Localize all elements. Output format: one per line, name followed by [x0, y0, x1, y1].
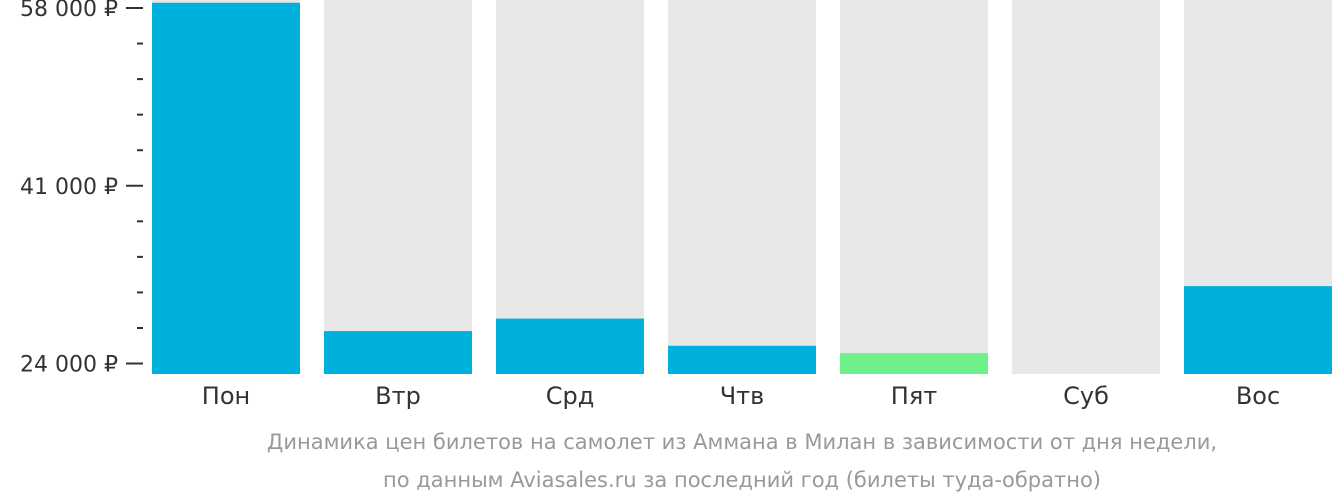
x-tick-label-7: Вос: [1236, 382, 1280, 410]
bar-7[interactable]: [1184, 286, 1332, 374]
x-tick-label-6: Суб: [1063, 382, 1109, 410]
bar-2[interactable]: [324, 331, 472, 374]
chart-caption-line-1: Динамика цен билетов на самолет из Амман…: [266, 430, 1218, 454]
column-background-5: [840, 0, 988, 374]
column-background-2: [324, 0, 472, 374]
column-background-6: [1012, 0, 1160, 374]
chart-caption-line-2: по данным Aviasales.ru за последний год …: [383, 468, 1101, 492]
bar-3[interactable]: [496, 318, 644, 374]
y-tick-label-1: 58 000 ₽: [20, 0, 118, 22]
y-tick-label-2: 41 000 ₽: [20, 175, 118, 200]
bar-5[interactable]: [840, 353, 988, 374]
x-tick-label-3: Срд: [546, 382, 595, 410]
x-tick-label-2: Втр: [375, 382, 421, 410]
x-axis: Пон Втр Срд Чтв Пят Суб Вос: [202, 382, 1280, 410]
background-columns: [152, 0, 1332, 374]
bar-chart-svg: 58 000 ₽ 41 000 ₽ 24 000 ₽ Пон Втр Срд Чтв Пят…: [20, 0, 1332, 410]
bars: [152, 2, 1332, 375]
x-tick-label-5: Пят: [891, 382, 937, 410]
column-background-3: [496, 0, 644, 374]
bar-1[interactable]: [152, 2, 300, 375]
y-axis: 58 000 ₽ 41 000 ₽ 24 000 ₽: [20, 0, 143, 378]
y-tick-label-3: 24 000 ₽: [20, 353, 118, 378]
bar-4[interactable]: [668, 345, 816, 374]
column-background-4: [668, 0, 816, 374]
x-tick-label-4: Чтв: [720, 382, 765, 410]
x-tick-label-1: Пон: [202, 382, 250, 410]
